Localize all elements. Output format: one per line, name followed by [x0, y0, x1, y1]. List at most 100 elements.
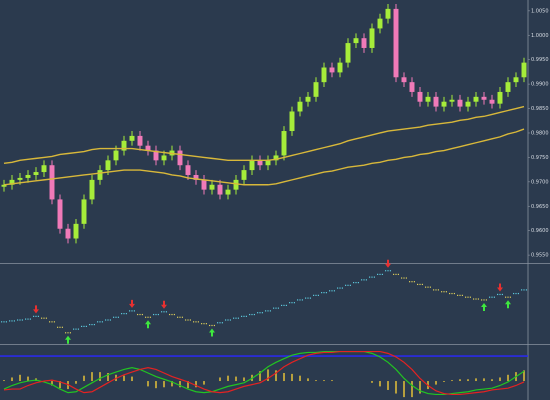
- histogram-bar: [179, 381, 181, 388]
- candle-body: [497, 91, 503, 104]
- indicator-dot: [11, 320, 13, 322]
- indicator-dot: [213, 324, 215, 327]
- indicator-dot: [145, 316, 147, 318]
- indicator-dot: [469, 296, 471, 298]
- indicator-dot: [121, 313, 123, 315]
- candle-body: [153, 150, 159, 161]
- indicator-dot: [5, 321, 7, 323]
- histogram-bar: [315, 380, 317, 382]
- candle-body: [249, 160, 255, 171]
- candle-body: [369, 28, 375, 48]
- indicator-dot: [285, 304, 287, 307]
- candle-body: [337, 62, 343, 73]
- indicator-dot: [473, 298, 475, 300]
- indicator-dot: [323, 292, 325, 294]
- indicator-dot: [525, 289, 527, 291]
- candle-body: [41, 165, 47, 173]
- indicator-dot: [373, 276, 375, 278]
- indicator-dot: [137, 313, 139, 316]
- indicator-dot: [349, 284, 351, 286]
- buy-arrow: [65, 335, 71, 344]
- candle-body: [505, 82, 511, 92]
- indicator-dot: [283, 304, 285, 307]
- indicator-dot: [331, 290, 333, 292]
- indicator-dot: [267, 310, 269, 312]
- candle-body: [417, 91, 423, 102]
- indicator-dot: [253, 313, 255, 316]
- candle-body: [121, 140, 127, 151]
- candle-body: [177, 150, 183, 166]
- indicator-dot: [101, 321, 103, 323]
- candle-body: [465, 101, 471, 107]
- candle-body: [441, 101, 447, 107]
- histogram-bar: [323, 380, 325, 382]
- histogram-bar: [19, 374, 21, 382]
- indicator-dot: [57, 326, 59, 328]
- indicator-dot: [491, 296, 493, 298]
- indicator-dot: [219, 322, 221, 324]
- indicator-dot: [501, 293, 503, 296]
- indicator-dot: [227, 319, 229, 321]
- indicator-dot: [273, 307, 275, 309]
- buy-arrow: [505, 300, 511, 309]
- indicator-dot: [53, 321, 55, 323]
- sell-arrow: [161, 300, 167, 309]
- indicator-dot: [35, 315, 37, 317]
- histogram-bar: [299, 375, 301, 382]
- y-tick-label: 0.9750: [531, 155, 549, 161]
- candle-body: [313, 82, 319, 97]
- indicator-dot: [297, 299, 299, 301]
- indicator-dot: [141, 313, 143, 316]
- candle-body: [81, 199, 87, 224]
- indicator-dot: [233, 317, 235, 319]
- histogram-bar: [3, 380, 5, 382]
- candle-body: [521, 62, 527, 78]
- indicator-dot: [507, 296, 509, 298]
- indicator-dot: [293, 302, 295, 304]
- indicator-dot: [453, 292, 455, 295]
- buy-arrow: [145, 320, 151, 329]
- candle-body: [97, 170, 103, 180]
- indicator-dot: [125, 313, 127, 315]
- indicator-dot: [29, 318, 31, 320]
- indicator-dot: [405, 277, 407, 279]
- candle-body: [449, 99, 455, 102]
- indicator-dot: [133, 310, 135, 312]
- histogram-bar: [523, 370, 525, 382]
- indicator-dot: [33, 315, 35, 317]
- indicator-dot: [517, 292, 519, 295]
- indicator-dot: [325, 292, 327, 294]
- indicator-dot: [257, 312, 259, 314]
- histogram-bar: [243, 377, 245, 382]
- indicator-dot: [77, 328, 79, 330]
- candle-body: [473, 96, 479, 102]
- indicator-dot: [379, 273, 381, 275]
- indicator-dot: [281, 304, 283, 307]
- indicator-dot: [355, 282, 357, 284]
- indicator-dot: [497, 293, 499, 296]
- histogram-bar: [107, 373, 109, 382]
- candle-body: [409, 82, 415, 92]
- oscillator-line: [3, 350, 525, 396]
- indicator-dot: [301, 299, 303, 301]
- candle-body: [129, 135, 135, 141]
- indicator-dot: [209, 324, 211, 327]
- indicator-dot: [171, 313, 173, 316]
- candle-body: [17, 177, 23, 180]
- candle-body: [1, 184, 7, 187]
- indicator-dot: [321, 292, 323, 294]
- indicator-dot: [485, 299, 487, 301]
- indicator-dot: [505, 296, 507, 298]
- indicator-dot: [499, 293, 501, 296]
- indicator-dot: [201, 323, 203, 325]
- indicator-dot: [357, 282, 359, 284]
- histogram-bar: [475, 378, 477, 382]
- indicator-dot: [97, 321, 99, 323]
- candle-body: [49, 165, 55, 200]
- histogram-bar: [171, 381, 173, 387]
- candle-body: [217, 184, 223, 195]
- candle-body: [73, 223, 79, 239]
- indicator-dot: [421, 283, 423, 286]
- indicator-dot: [371, 276, 373, 278]
- indicator-dot: [449, 292, 451, 295]
